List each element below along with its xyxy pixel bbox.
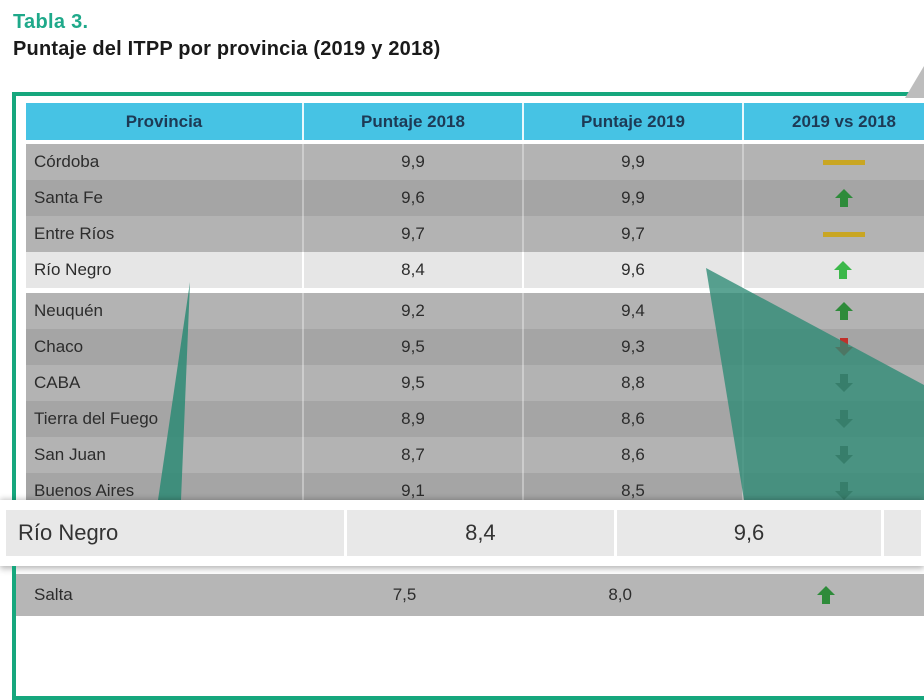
frame-border-bottom xyxy=(12,566,16,616)
dash-icon xyxy=(823,231,865,237)
cell-puntaje-2018: 9,7 xyxy=(304,216,524,252)
arrow-down-icon xyxy=(835,374,853,392)
cell-puntaje-2018: 8,9 xyxy=(304,401,524,437)
arrow-up-icon xyxy=(816,586,835,604)
table-body: Córdoba 9,9 9,9 Santa Fe 9,6 9,9 Entre Ríos 9,7… xyxy=(26,144,924,509)
arrow-up-icon xyxy=(835,302,853,320)
arrow-down-icon xyxy=(835,446,853,464)
cell-trend xyxy=(744,365,924,401)
table-row: Entre Ríos 9,7 9,7 xyxy=(26,216,924,252)
cell-provincia: Santa Fe xyxy=(26,180,304,216)
cell-trend xyxy=(744,180,924,216)
cell-puntaje-2018: 9,5 xyxy=(304,365,524,401)
header-provincia: Provincia xyxy=(26,103,304,140)
table-row: CABA 9,5 8,8 xyxy=(26,365,924,401)
cell-provincia: Entre Ríos xyxy=(26,216,304,252)
cell-puntaje-2019: 8,6 xyxy=(524,401,744,437)
cell-puntaje-2019: 8,8 xyxy=(524,365,744,401)
cell-provincia: Salta xyxy=(34,585,73,604)
cell-provincia: Tierra del Fuego xyxy=(26,401,304,437)
cell-provincia: Buenos Aires xyxy=(26,473,304,509)
cell-puntaje-2019: 9,6 xyxy=(524,252,744,288)
header-comparison: 2019 vs 2018 xyxy=(792,111,896,131)
cell-trend xyxy=(744,216,924,252)
table-header: Provincia Puntaje 2018 Puntaje 2019 2019… xyxy=(26,103,924,140)
header-puntaje-2018: Puntaje 2018 xyxy=(304,103,524,140)
cell-provincia: San Juan xyxy=(26,437,304,473)
cell-provincia: CABA xyxy=(26,365,304,401)
arrow-up-icon xyxy=(835,189,853,207)
arrow-down-icon xyxy=(835,482,853,500)
cell-puntaje-2018: 9,1 xyxy=(304,473,524,509)
table-caption: Tabla 3. Puntaje del ITPP por provincia … xyxy=(13,10,440,62)
cell-puntaje-2018: 9,6 xyxy=(304,180,524,216)
zoomed-puntaje-2019: 9,6 xyxy=(617,510,885,556)
table-title: Puntaje del ITPP por provincia (2019 y 2… xyxy=(13,38,441,60)
arrow-down-icon xyxy=(835,410,853,428)
zoomed-row-callout: Río Negro 8,4 9,6 xyxy=(0,500,924,566)
cell-trend xyxy=(744,252,924,288)
zoomed-puntaje-2018: 8,4 xyxy=(347,510,617,556)
header-puntaje-2019: Puntaje 2019 xyxy=(524,103,744,140)
table-row: Chaco 9,5 9,3 xyxy=(26,329,924,365)
cell-trend xyxy=(744,293,924,329)
cell-trend xyxy=(728,574,924,616)
cell-puntaje-2018: 8,4 xyxy=(304,252,524,288)
table-row: Neuquén 9,2 9,4 xyxy=(26,293,924,329)
cell-provincia: Neuquén xyxy=(26,293,304,329)
itpp-table: Provincia Puntaje 2018 Puntaje 2019 2019… xyxy=(26,103,924,509)
table-row: Tierra del Fuego 8,9 8,6 xyxy=(26,401,924,437)
cell-trend xyxy=(744,401,924,437)
table-label: Tabla 3. xyxy=(13,11,89,33)
cell-puntaje-2019: 9,7 xyxy=(524,216,744,252)
table-row: Río Negro 8,4 9,6 xyxy=(26,252,924,293)
zoomed-provincia: Río Negro xyxy=(6,510,348,556)
zoomed-trend xyxy=(884,510,924,556)
cell-puntaje-2019: 9,9 xyxy=(524,180,744,216)
cell-puntaje-2018: 9,5 xyxy=(304,329,524,365)
cell-puntaje-2018: 7,5 xyxy=(392,585,417,604)
cell-trend xyxy=(744,144,924,180)
cell-puntaje-2019: 9,3 xyxy=(524,329,744,365)
cell-puntaje-2018: 8,7 xyxy=(304,437,524,473)
cell-puntaje-2019: 9,9 xyxy=(524,144,744,180)
cell-provincia: Córdoba xyxy=(26,144,304,180)
table-row: Santa Fe 9,6 9,9 xyxy=(26,180,924,216)
cell-puntaje-2018: 9,9 xyxy=(304,144,524,180)
cell-trend xyxy=(744,329,924,365)
cell-trend xyxy=(744,437,924,473)
table-row: Salta 7,5 8,0 xyxy=(16,574,924,616)
arrow-up-icon xyxy=(834,261,852,279)
cell-puntaje-2019: 8,6 xyxy=(524,437,744,473)
arrow-down-icon xyxy=(835,338,853,356)
table-row: Córdoba 9,9 9,9 xyxy=(26,144,924,180)
cell-provincia: Chaco xyxy=(26,329,304,365)
dash-icon xyxy=(823,159,865,165)
table-row: San Juan 8,7 8,6 xyxy=(26,437,924,473)
cell-provincia: Río Negro xyxy=(26,252,304,288)
cell-puntaje-2019: 9,4 xyxy=(524,293,744,329)
cell-puntaje-2019: 8,0 xyxy=(608,585,632,604)
cell-puntaje-2018: 9,2 xyxy=(304,293,524,329)
